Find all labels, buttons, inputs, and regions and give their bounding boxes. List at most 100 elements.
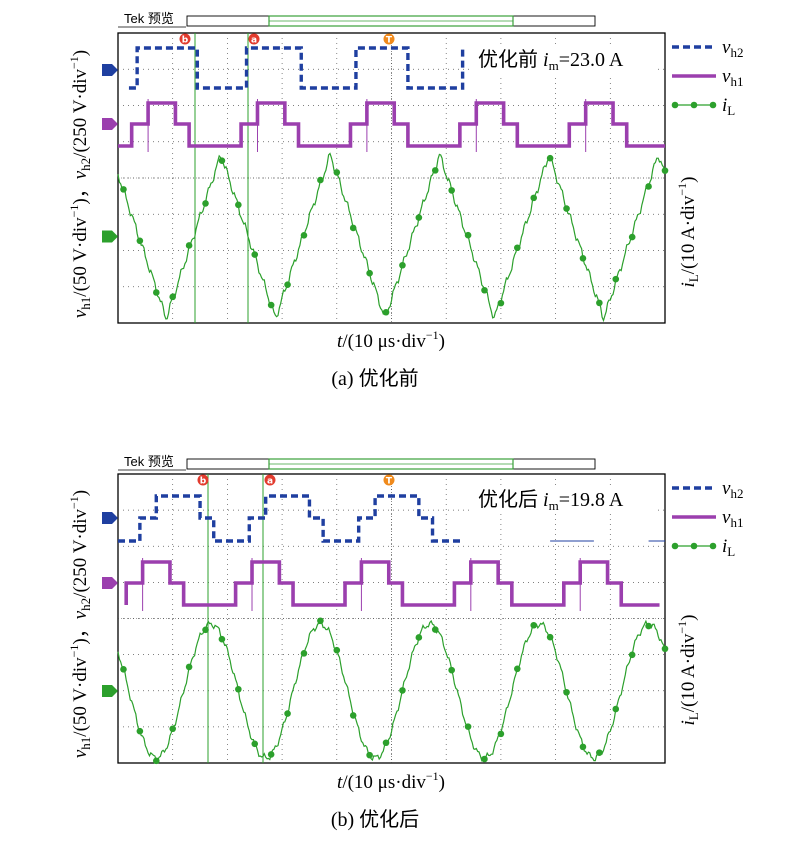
panel-a: Tek 预览 b a T 优化前 im=23.0 A vh2 vh1 iL t/(10 μs·d…	[67, 11, 743, 390]
x-axis-label: t/(10 μs·div−1)	[337, 328, 445, 352]
iL-marker-point	[300, 650, 308, 657]
iL-marker-point	[497, 299, 505, 307]
annotation-text: 优化前 im=23.0 A	[478, 48, 624, 73]
iL-marker-point	[300, 232, 308, 239]
iL-marker-point	[202, 626, 209, 634]
iL-marker-point	[202, 200, 209, 207]
channel-1-marker	[102, 64, 118, 76]
iL-marker-point	[596, 299, 603, 307]
legend-label-L: iL	[722, 95, 735, 118]
iL-trace	[117, 619, 666, 762]
marker-b-label: b	[200, 477, 207, 487]
iL-marker-point	[546, 154, 554, 162]
marker-b-label: b	[182, 36, 189, 46]
y-axis-label-left: vh1/(50 V·div−1)，vh2/(250 V·div−1)	[67, 490, 93, 758]
legend-marker-iL	[671, 542, 679, 550]
channel-3-marker	[102, 230, 118, 243]
iL-marker-point	[333, 646, 341, 654]
legend-label-h1: vh1	[722, 66, 743, 89]
scope-header: Tek 预览	[124, 454, 174, 469]
legend-label-L: iL	[722, 536, 735, 559]
iL-marker-point	[530, 194, 538, 202]
iL-marker-point	[628, 651, 636, 659]
y-axis-label-right: iL/(10 A·div−1)	[675, 177, 701, 288]
iL-marker-point	[366, 269, 373, 277]
iL-marker-point	[448, 666, 455, 674]
iL-marker-point	[136, 727, 144, 735]
iL-marker-point	[218, 635, 226, 643]
iL-marker-point	[169, 293, 176, 301]
iL-marker-point	[612, 275, 620, 283]
marker-T-label: T	[386, 477, 393, 487]
iL-marker-point	[596, 749, 603, 756]
iL-marker-point	[120, 186, 127, 193]
legend-marker-iL	[709, 101, 717, 109]
iL-marker-point	[661, 645, 669, 653]
legend-marker-iL	[690, 542, 698, 550]
iL-marker-point	[448, 187, 455, 194]
iL-trace	[117, 152, 666, 323]
annotation-background	[472, 46, 658, 74]
iL-marker-point	[382, 739, 390, 747]
iL-marker-point	[464, 231, 472, 239]
iL-marker-point	[579, 743, 587, 751]
iL-marker-point	[645, 622, 652, 630]
legend: vh2 vh1 iL	[671, 37, 743, 118]
iL-marker-point	[235, 201, 242, 209]
scope-header: Tek 预览	[124, 11, 174, 26]
iL-marker-point	[514, 244, 521, 252]
iL-marker-point	[563, 688, 570, 696]
vh2-trace	[118, 494, 463, 543]
iL-marker-point	[497, 730, 505, 738]
iL-marker-point	[481, 286, 488, 294]
iL-marker-point	[645, 183, 652, 190]
legend-marker-iL	[709, 542, 717, 550]
iL-marker-point	[251, 251, 259, 258]
iL-marker-point	[235, 685, 242, 693]
legend-label-h1: vh1	[722, 507, 743, 530]
channel-2-marker	[102, 118, 118, 130]
legend-label-h2: vh2	[722, 37, 743, 60]
annotation-background	[472, 486, 658, 514]
panel-caption: (b) 优化后	[331, 808, 419, 831]
iL-marker-point	[349, 712, 357, 719]
annotation-text: 优化后 im=19.8 A	[478, 488, 624, 513]
channel-3-marker	[102, 685, 118, 697]
iL-marker-point	[563, 205, 570, 212]
iL-marker-point	[415, 634, 423, 641]
x-axis-label: t/(10 μs·div−1)	[337, 769, 445, 793]
iL-marker-point	[120, 666, 127, 673]
iL-marker-point	[628, 233, 636, 241]
iL-marker-point	[333, 169, 341, 176]
marker-T-label: T	[386, 36, 393, 46]
iL-marker-point	[218, 157, 226, 164]
iL-marker-point	[431, 167, 439, 174]
iL-marker-point	[251, 740, 259, 748]
iL-marker-point	[267, 751, 275, 758]
iL-marker-point	[579, 254, 587, 262]
iL-marker-point	[546, 633, 554, 641]
iL-marker-point	[267, 301, 275, 309]
channel-1-marker	[102, 512, 118, 524]
iL-marker-point	[136, 237, 144, 245]
iL-marker-point	[366, 751, 373, 759]
iL-marker-point	[415, 214, 423, 221]
iL-marker-point	[317, 617, 324, 625]
iL-marker-point	[399, 261, 406, 269]
iL-marker-point	[431, 626, 439, 633]
vh1-trace	[118, 101, 665, 148]
iL-marker-point	[464, 723, 472, 730]
iL-marker-point	[185, 663, 193, 671]
channel-2-marker	[102, 577, 118, 589]
marker-a-icon	[264, 474, 276, 486]
vh1-trace	[124, 560, 660, 607]
marker-a-icon	[248, 33, 260, 45]
marker-T-icon	[383, 33, 395, 45]
y-axis-label-left: vh1/(50 V·div−1)，vh2/(250 V·div−1)	[67, 50, 93, 318]
y-axis-label-right: iL/(10 A·div−1)	[675, 615, 701, 726]
iL-marker-point	[612, 705, 620, 713]
marker-T-icon	[383, 474, 395, 486]
panel-caption: (a) 优化前	[331, 367, 418, 390]
iL-marker-point	[530, 621, 538, 629]
